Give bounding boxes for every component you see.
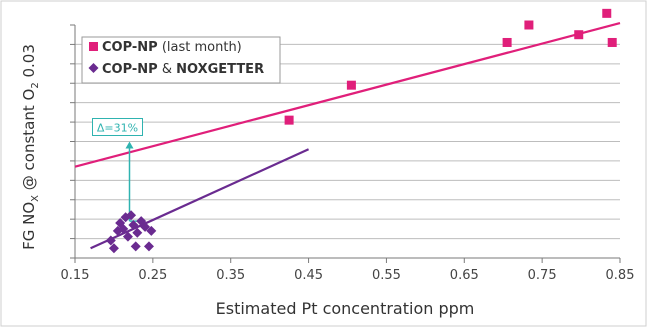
delta-label: Δ=31% (97, 122, 138, 135)
delta-label-box (92, 118, 143, 136)
data-point-series-2 (140, 221, 151, 232)
y-label-sub2: 2 (30, 82, 41, 88)
data-point-series-1 (284, 115, 294, 125)
legend: COP-NP (last month) COP-NP & NOXGETTER (81, 36, 281, 84)
legend-entry-2-bold: COP-NP (102, 62, 158, 77)
legend-entry-2-mid: & (158, 62, 176, 77)
data-point-series-1 (502, 37, 512, 47)
x-tick-label: 0.55 (372, 268, 401, 283)
data-point-series-2 (118, 223, 129, 234)
data-point-series-2 (143, 241, 154, 252)
legend-entry-cop-np-noxgetter: COP-NP & NOXGETTER (102, 62, 264, 77)
data-point-series-1 (607, 37, 617, 47)
data-point-series-1 (574, 30, 584, 40)
x-tick-label: 0.85 (606, 268, 635, 283)
x-tick-label: 0.45 (294, 268, 323, 283)
trend-lines (74, 21, 621, 250)
x-tick-labels: 0.15 0.25 0.35 0.45 0.55 0.65 0.75 0.85 (61, 268, 635, 283)
y-label-pre: FG NO (20, 202, 38, 250)
y-label-post: 0.03 (20, 44, 38, 82)
data-point-series-2 (120, 212, 131, 223)
y-label-sub1: X (30, 195, 41, 202)
data-point-series-2 (122, 231, 133, 242)
legend-entry-2-bold2: NOXGETTER (176, 62, 264, 77)
x-tick-label: 0.25 (138, 268, 167, 283)
x-axis-label: Estimated Pt concentration ppm (216, 299, 475, 318)
data-point-series-2 (146, 225, 157, 236)
data-point-series-1 (346, 80, 356, 90)
trend-line-series-1 (74, 21, 621, 168)
data-point-series-1 (602, 8, 612, 18)
data-point-series-2 (130, 241, 141, 252)
data-point-series-2 (105, 235, 116, 246)
legend-box (81, 36, 281, 84)
legend-entry-cop-np: COP-NP (last month) (102, 40, 242, 55)
y-axis-label: FG NOX @ constant O2 0.03 (20, 44, 41, 250)
x-tick-label: 0.75 (528, 268, 557, 283)
data-point-series-2 (126, 210, 137, 221)
delta-arrowhead (125, 141, 134, 149)
axes (70, 24, 621, 263)
delta-annotation: Δ=31% (92, 118, 144, 222)
x-tick-label: 0.35 (216, 268, 245, 283)
data-point-series-1 (524, 20, 534, 30)
y-label-mid: @ constant O (20, 89, 38, 195)
x-tick-label: 0.65 (450, 268, 479, 283)
data-point-series-2 (108, 243, 119, 254)
legend-square-marker (89, 42, 98, 51)
trend-line-series-2 (90, 148, 310, 250)
data-point-series-2 (132, 227, 143, 238)
legend-entry-cop-np-bold: COP-NP (102, 40, 158, 55)
data-markers (105, 8, 617, 254)
x-tick-label: 0.15 (61, 268, 90, 283)
legend-entry-cop-np-rest: (last month) (158, 40, 242, 55)
legend-diamond-marker (88, 63, 99, 73)
data-point-series-2 (128, 219, 139, 230)
